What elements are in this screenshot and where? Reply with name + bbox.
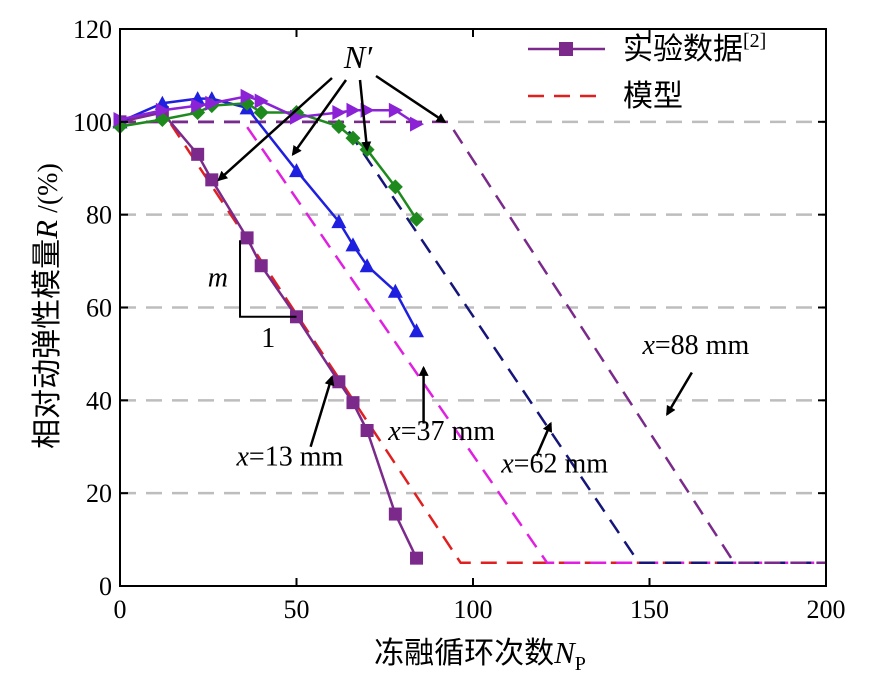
annotation-group: N′ m 1 x=13 mm x=37 mmx=62 mm x=88 mm [208, 39, 750, 479]
n-prime-label: N′ [343, 39, 373, 75]
x-tick-label: 100 [454, 595, 493, 624]
x-tick-label: 200 [807, 595, 846, 624]
x-tick-label: 0 [114, 595, 127, 624]
y-tick-label: 80 [86, 201, 112, 230]
data-point-square [346, 396, 360, 410]
legend-item-model: 模型 [528, 79, 683, 114]
slope-label-1: 1 [261, 323, 275, 354]
slope-label-m: m [208, 262, 228, 293]
data-point-triangle-right [346, 102, 361, 118]
x-tick-label: 50 [284, 595, 310, 624]
data-point-triangle-right [410, 116, 425, 132]
n-prime-arrow [375, 74, 447, 123]
data-point-square [240, 231, 254, 245]
y-tick-label: 60 [86, 294, 112, 323]
legend: 实验数据[2] 模型 [528, 30, 766, 114]
data-point-square [205, 173, 219, 187]
data-point-triangle-right [191, 98, 206, 114]
y-tick-label: 100 [73, 108, 112, 137]
data-point-square [191, 147, 205, 161]
data-point-triangle [345, 237, 361, 252]
series-label-arrow [535, 421, 553, 457]
data-point-triangle-right [240, 88, 255, 104]
data-point-square [388, 507, 402, 521]
series-label: x=13 mm [235, 441, 343, 472]
data-point-diamond [409, 211, 425, 227]
series-label: x=88 mm [641, 330, 749, 361]
data-point-square [332, 375, 346, 389]
y-axis-label: 相对动弹性模量R /(%) [29, 163, 65, 449]
n-prime-arrow [358, 79, 372, 152]
y-gridlines [120, 120, 826, 495]
data-point-square [360, 424, 374, 438]
y-tick-label: 0 [99, 572, 112, 601]
series-label: x=37 mm [387, 416, 495, 447]
data-point-diamond [345, 130, 361, 146]
n-prime-arrow [291, 79, 348, 156]
slope-triangle [239, 240, 297, 318]
data-point-triangle-right [332, 105, 347, 121]
y-tick-label: 20 [86, 479, 112, 508]
series-label-arrow [666, 371, 693, 416]
data-point-diamond [253, 105, 269, 121]
data-point-triangle [359, 258, 375, 273]
data-point-triangle-right [388, 102, 403, 118]
y-tick-label: 120 [73, 15, 112, 44]
experiment-series [113, 106, 424, 565]
axis-ticks: 0 50 100 150 200 0 20 40 60 80 100 120 [73, 15, 846, 624]
x-tick-label: 150 [630, 595, 669, 624]
data-point-triangle [409, 323, 425, 338]
data-point-square [254, 259, 268, 273]
data-point-diamond [331, 118, 347, 134]
x-axis-label: 冻融循环次数NP [374, 635, 586, 675]
legend-label-model: 模型 [623, 79, 683, 114]
data-point-triangle-right [254, 93, 269, 109]
data-point-triangle [387, 283, 403, 298]
data-point-triangle [289, 163, 304, 178]
legend-item-experiment: 实验数据[2] [528, 30, 766, 67]
data-point-triangle-right [155, 102, 170, 118]
data-point-triangle [331, 214, 347, 229]
series-label-arrow [309, 375, 335, 448]
y-tick-label: 40 [86, 386, 112, 415]
experiment-series [113, 88, 425, 132]
data-point-triangle-right [205, 95, 220, 111]
series-label: x=62 mm [500, 448, 608, 479]
data-point-diamond [387, 179, 403, 195]
data-point-square [410, 551, 424, 565]
experiment-line [119, 97, 418, 332]
n-prime-arrow [217, 77, 333, 182]
experiment-series-group [112, 88, 425, 565]
legend-label-experiment: 实验数据[2] [623, 30, 766, 67]
experiment-line [119, 111, 418, 559]
